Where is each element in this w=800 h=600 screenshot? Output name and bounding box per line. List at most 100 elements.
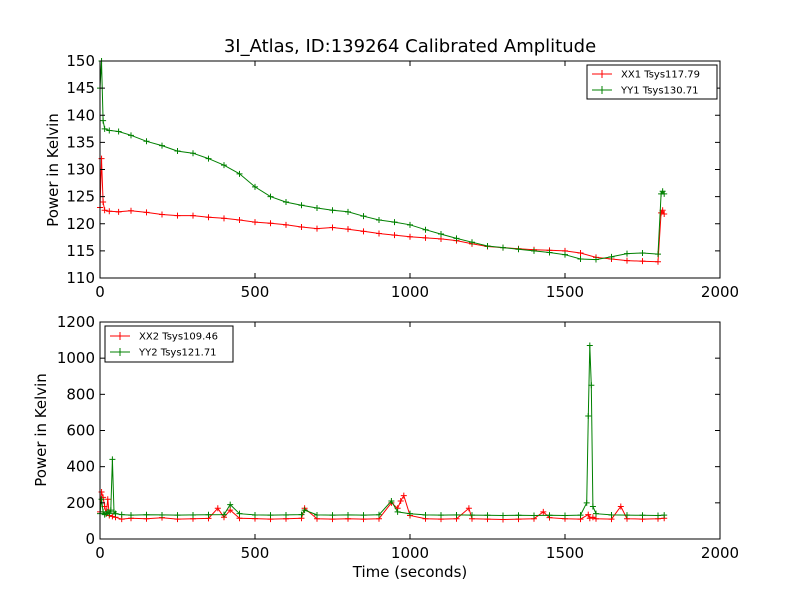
data-point [227, 507, 234, 514]
data-point [397, 498, 404, 505]
data-point [106, 510, 113, 517]
y-tick-label: 135 [66, 133, 95, 151]
data-point [655, 251, 661, 258]
data-point [106, 127, 113, 134]
x-tick-label: 0 [95, 544, 105, 562]
data-point [159, 211, 165, 218]
x-tick-label: 0 [95, 283, 105, 301]
data-point [174, 212, 181, 219]
top-legend-box [586, 64, 718, 100]
data-point [586, 342, 593, 349]
data-point [577, 250, 584, 257]
data-point [298, 511, 305, 518]
data-point [639, 250, 646, 257]
data-point [267, 220, 274, 227]
data-point [465, 505, 472, 512]
data-point [624, 257, 630, 264]
data-point [484, 512, 491, 519]
data-point [128, 207, 134, 214]
data-point [112, 510, 119, 517]
data-point [407, 233, 413, 240]
data-point [345, 511, 351, 518]
bottom-legend: XX2 Tsys109.46 YY2 Tsys121.71 [104, 325, 234, 363]
series-yy1 [97, 58, 668, 263]
data-point [531, 247, 537, 254]
data-point [115, 208, 122, 215]
data-point [174, 148, 181, 155]
y-tick-label: 800 [66, 385, 95, 403]
series-xx1 [97, 155, 668, 265]
data-point [301, 507, 308, 514]
data-point [221, 511, 227, 518]
data-point [589, 514, 596, 521]
data-point [661, 512, 668, 519]
y-tick-label: 145 [66, 79, 95, 97]
data-point [143, 209, 150, 216]
y-tick-label: 1200 [57, 313, 95, 331]
data-point [107, 507, 114, 514]
y-tick-label: 400 [66, 458, 95, 476]
y-tick-label: 0 [85, 530, 95, 548]
x-tick-label: 1000 [391, 283, 429, 301]
chart-title: 3I_Atlas, ID:139264 Calibrated Amplitude [224, 36, 596, 57]
data-point [345, 226, 351, 233]
x-tick-label: 500 [241, 283, 270, 301]
data-point [469, 239, 475, 246]
data-point [577, 256, 584, 263]
top-legend: XX1 Tsys117.79 YY1 Tsys130.71 [586, 64, 718, 100]
y-tick-label: 130 [66, 161, 95, 179]
data-point [128, 512, 134, 519]
data-point [608, 511, 615, 518]
data-point [115, 128, 122, 135]
y-tick-label: 200 [66, 494, 95, 512]
data-point [283, 221, 289, 228]
top-legend-yy1-label: YY1 Tsys130.71 [620, 86, 699, 97]
data-point [236, 510, 243, 517]
data-point [639, 258, 646, 265]
data-point [484, 242, 491, 249]
data-point [394, 508, 401, 515]
data-point [314, 225, 320, 232]
y-tick-label: 150 [66, 52, 95, 70]
data-point [500, 244, 506, 251]
data-point [345, 208, 351, 215]
top-plot-marks [97, 58, 668, 265]
data-point [515, 512, 522, 519]
data-point [190, 212, 196, 219]
data-point [453, 235, 460, 242]
data-point [174, 512, 181, 519]
bottom-legend-yy2-label: YY2 Tsys121.71 [138, 348, 217, 359]
data-point [190, 511, 196, 518]
data-point [360, 228, 367, 235]
bottom-legend-xx2-marker [116, 332, 124, 340]
x-tick-label: 2000 [701, 283, 739, 301]
x-tick-label: 1000 [391, 544, 429, 562]
data-point [329, 207, 336, 214]
bottom-y-axis-label: Power in Kelvin [32, 373, 50, 487]
y-tick-label: 140 [66, 106, 95, 124]
data-point [562, 251, 568, 258]
data-point [617, 503, 624, 510]
bottom-legend-xx2-label: XX2 Tsys109.46 [139, 332, 218, 343]
y-tick-label: 125 [66, 188, 95, 206]
data-point [661, 210, 668, 217]
data-point [100, 199, 107, 206]
data-point [500, 512, 506, 519]
data-point [190, 150, 196, 157]
data-point [624, 250, 630, 257]
data-point [655, 512, 661, 519]
data-point [214, 505, 221, 512]
top-y-tick-labels: 110 115 120 125 130 135 140 145 150 [66, 52, 720, 287]
data-point [221, 215, 227, 222]
data-point [252, 511, 258, 518]
data-point [422, 234, 429, 241]
data-point [205, 214, 212, 221]
top-legend-xx1-label: XX1 Tsys117.79 [621, 70, 700, 81]
data-point [608, 253, 615, 260]
data-point [314, 511, 320, 518]
data-point [252, 183, 258, 190]
data-point [267, 193, 274, 200]
data-point [100, 117, 107, 124]
data-point [283, 199, 289, 206]
data-point [422, 511, 429, 518]
